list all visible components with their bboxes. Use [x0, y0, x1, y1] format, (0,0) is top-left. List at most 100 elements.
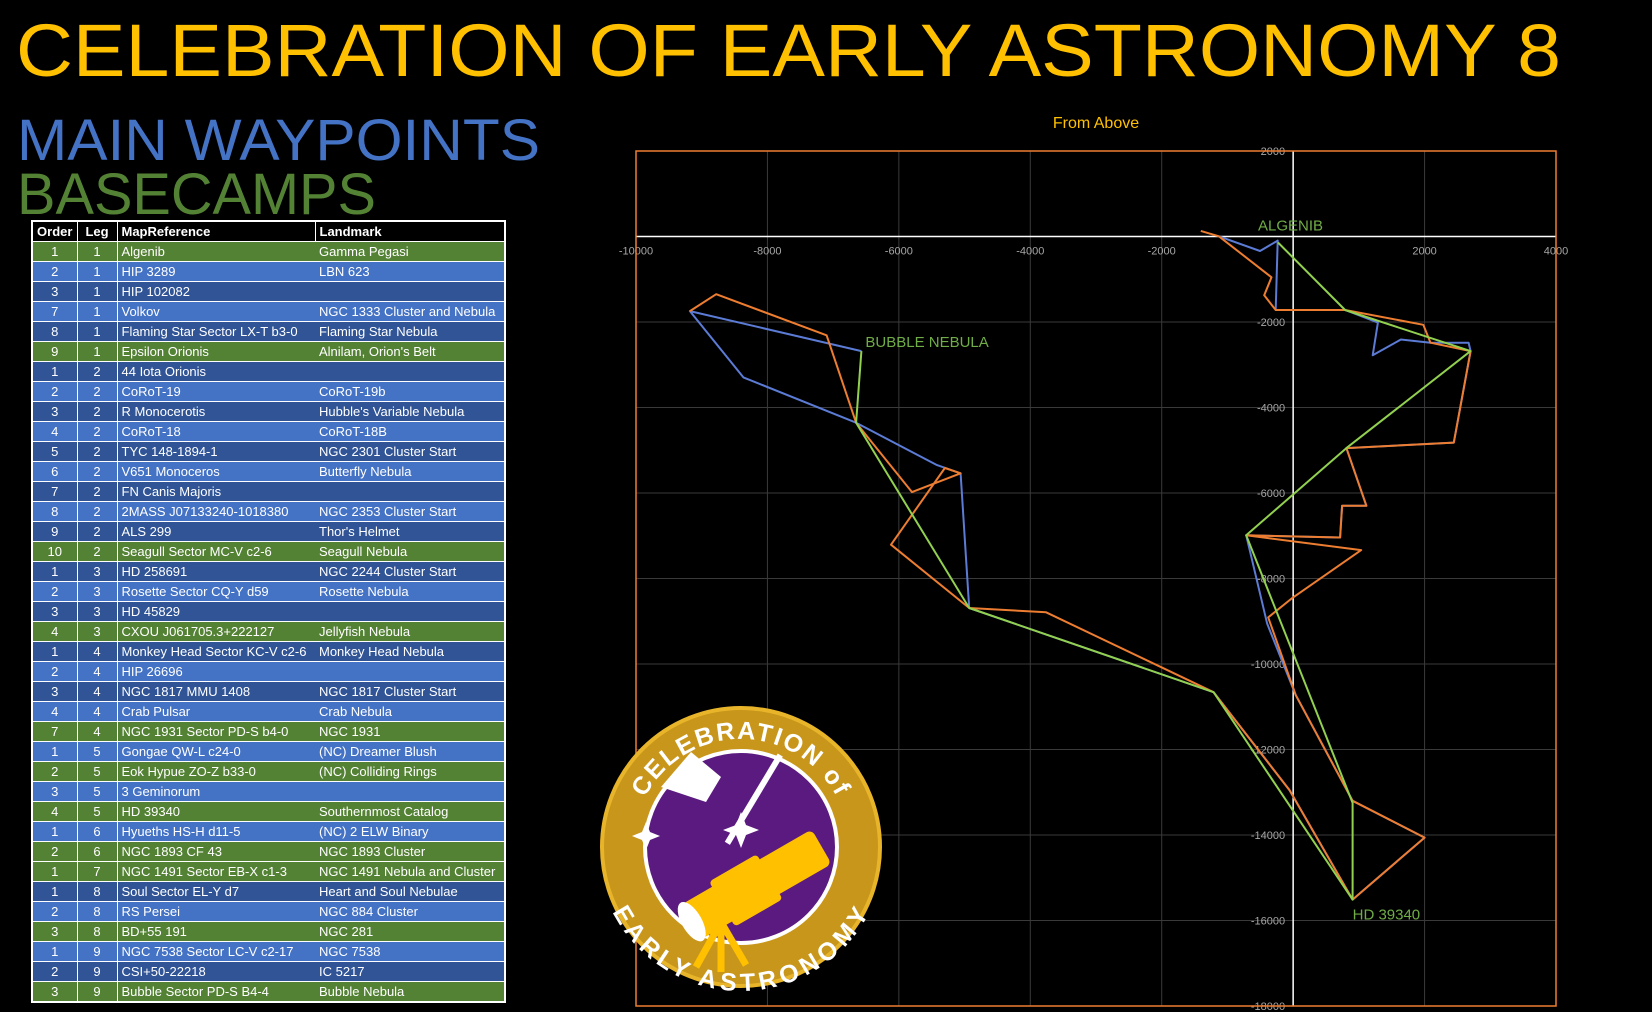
table-cell: 4 [76, 681, 118, 702]
table-row: 9 2 ALS 299 Thor's Helmet [31, 521, 506, 542]
table-cell: NGC 1893 Cluster [315, 841, 506, 862]
legend-main: MAIN WAYPOINTS [17, 108, 540, 173]
table-cell: 5 [31, 441, 78, 462]
table-cell: Rosette Nebula [315, 581, 506, 602]
column-header: Order [31, 220, 78, 242]
table-cell: 9 [76, 941, 118, 962]
table-row: 2 2 CoRoT-19 CoRoT-19b [31, 381, 506, 402]
table-cell: 1 [76, 241, 118, 262]
table-cell: Eok Hypue ZO-Z b33-0 [116, 761, 315, 782]
table-cell: NGC 7538 [315, 941, 506, 962]
table-cell: Soul Sector EL-Y d7 [116, 881, 315, 902]
table-cell: 10 [31, 541, 78, 562]
table-cell: CoRoT-19b [315, 381, 506, 402]
table-cell: 6 [76, 841, 118, 862]
table-cell: R Monocerotis [116, 401, 315, 422]
table-row: 1 3 HD 258691 NGC 2244 Cluster Start [31, 561, 506, 582]
table-cell: NGC 7538 Sector LC-V c2-17 [116, 941, 315, 962]
table-row: 1 7 NGC 1491 Sector EB-X c1-3 NGC 1491 Nebu… [31, 861, 506, 882]
chart: From Above -10000 -8000 -6000 -4000 -2000 2000… [619, 115, 1568, 1012]
table-cell: 4 [76, 641, 118, 662]
table-cell: 1 [76, 321, 118, 342]
table-cell: NGC 1817 Cluster Start [315, 681, 506, 702]
table-cell: 1 [76, 261, 118, 282]
table-cell: 1 [31, 861, 78, 882]
table-cell: Southernmost Catalog [315, 801, 506, 822]
table-cell: Hubble's Variable Nebula [315, 401, 506, 422]
table-cell [315, 481, 506, 502]
chart-title: From Above [1053, 115, 1139, 132]
table-row: 2 9 CSI+50-22218 IC 5217 [31, 961, 506, 982]
x-tick-label: -2000 [1148, 246, 1176, 258]
table-cell: HIP 3289 [116, 261, 315, 282]
table-cell [315, 361, 506, 382]
legend-basecamp: BASECAMPS [17, 162, 376, 227]
table-cell: HD 45829 [116, 601, 315, 622]
table-cell [315, 661, 506, 682]
table-cell: 2 [76, 521, 118, 542]
table-cell: Seagull Nebula [315, 541, 506, 562]
table-cell: 3 [76, 561, 118, 582]
y-tick-label: -2000 [1257, 317, 1285, 329]
table-cell: Gongae QW-L c24-0 [116, 741, 315, 762]
table-cell: Bubble Sector PD-S B4-4 [116, 981, 315, 1003]
table-cell: Monkey Head Nebula [315, 641, 506, 662]
table-cell: 1 [76, 281, 118, 302]
table-cell: 7 [31, 481, 78, 502]
table-cell: 3 [76, 621, 118, 642]
table-cell: 1 [31, 741, 78, 762]
page-title: CELEBRATION OF EARLY ASTRONOMY 8 [16, 9, 1561, 92]
y-tick-label: -10000 [1251, 659, 1285, 671]
x-tick-label: -4000 [1016, 246, 1044, 258]
table-cell: 6 [76, 821, 118, 842]
table-row: 2 6 NGC 1893 CF 43 NGC 1893 Cluster [31, 841, 506, 862]
table-cell: HD 258691 [116, 561, 315, 582]
table-cell: 2 [76, 501, 118, 522]
table-cell: 3 [31, 921, 78, 942]
table-row: 3 4 NGC 1817 MMU 1408 NGC 1817 Cluster Star… [31, 681, 506, 702]
table-cell: 1 [76, 301, 118, 322]
table-cell: HIP 26696 [116, 661, 315, 682]
table-cell: Alnilam, Orion's Belt [315, 341, 506, 362]
table-cell: CXOU J061705.3+222127 [116, 621, 315, 642]
table-cell: 1 [76, 341, 118, 362]
x-tick-label: -6000 [885, 246, 913, 258]
table-row: 10 2 Seagull Sector MC-V c2-6 Seagull Nebul… [31, 541, 506, 562]
table-row: 1 6 Hyueths HS-H d11-5 (NC) 2 ELW Binary [31, 821, 506, 842]
table-cell: 3 [76, 601, 118, 622]
table-cell: 4 [31, 801, 78, 822]
table-cell: NGC 281 [315, 921, 506, 942]
table-cell: 2 [76, 541, 118, 562]
table-cell: 3 Geminorum [116, 781, 315, 802]
column-header: Leg [76, 220, 118, 242]
table-row: 4 2 CoRoT-18 CoRoT-18B [31, 421, 506, 442]
header-row: Order Leg MapReference Landmark [31, 220, 506, 242]
table-cell: IC 5217 [315, 961, 506, 982]
table-cell: 2 [31, 581, 78, 602]
table-cell: Jellyfish Nebula [315, 621, 506, 642]
table-row: 4 4 Crab Pulsar Crab Nebula [31, 701, 506, 722]
table-cell: Gamma Pegasi [315, 241, 506, 262]
table-cell: 2 [76, 461, 118, 482]
table-row: 9 1 Epsilon Orionis Alnilam, Orion's Belt [31, 341, 506, 362]
table-cell: Crab Nebula [315, 701, 506, 722]
table-cell: Flaming Star Nebula [315, 321, 506, 342]
table-cell: CoRoT-18 [116, 421, 315, 442]
table-cell: 2 [31, 381, 78, 402]
table-cell: HD 39340 [116, 801, 315, 822]
table-cell: 4 [76, 701, 118, 722]
route-line [689, 229, 1472, 901]
table-cell: 3 [31, 281, 78, 302]
table-cell: 3 [31, 401, 78, 422]
table-row: 2 1 HIP 3289 LBN 623 [31, 261, 506, 282]
table-cell: 2 [31, 761, 78, 782]
y-tick-label: -6000 [1257, 488, 1285, 500]
table-row: 4 5 HD 39340 Southernmost Catalog [31, 801, 506, 822]
table-cell: NGC 1491 Nebula and Cluster [315, 861, 506, 882]
table-cell: Monkey Head Sector KC-V c2-6 [116, 641, 315, 662]
table-cell: 3 [31, 681, 78, 702]
table-row: 1 8 Soul Sector EL-Y d7 Heart and Soul Nebu… [31, 881, 506, 902]
table-cell: 5 [76, 781, 118, 802]
table-row: 6 2 V651 Monoceros Butterfly Nebula [31, 461, 506, 482]
